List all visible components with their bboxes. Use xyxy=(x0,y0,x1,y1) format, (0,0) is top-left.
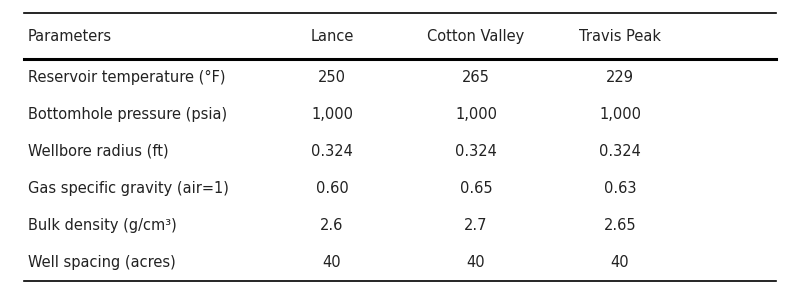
Text: 2.7: 2.7 xyxy=(464,218,488,233)
Text: 40: 40 xyxy=(466,255,486,270)
Text: 0.324: 0.324 xyxy=(311,144,353,159)
Text: 40: 40 xyxy=(322,255,342,270)
Text: 2.65: 2.65 xyxy=(604,218,636,233)
Text: 229: 229 xyxy=(606,70,634,85)
Text: Wellbore radius (ft): Wellbore radius (ft) xyxy=(28,144,169,159)
Text: 1,000: 1,000 xyxy=(599,107,641,122)
Text: 0.324: 0.324 xyxy=(599,144,641,159)
Text: Cotton Valley: Cotton Valley xyxy=(427,29,525,44)
Text: Parameters: Parameters xyxy=(28,29,112,44)
Text: 0.60: 0.60 xyxy=(316,181,348,196)
Text: Lance: Lance xyxy=(310,29,354,44)
Text: 1,000: 1,000 xyxy=(455,107,497,122)
Text: 0.65: 0.65 xyxy=(460,181,492,196)
Text: 40: 40 xyxy=(610,255,630,270)
Text: Well spacing (acres): Well spacing (acres) xyxy=(28,255,176,270)
Text: 0.324: 0.324 xyxy=(455,144,497,159)
Text: Bottomhole pressure (psia): Bottomhole pressure (psia) xyxy=(28,107,227,122)
Text: 250: 250 xyxy=(318,70,346,85)
Text: Reservoir temperature (°F): Reservoir temperature (°F) xyxy=(28,70,226,85)
Text: 0.63: 0.63 xyxy=(604,181,636,196)
Text: Travis Peak: Travis Peak xyxy=(579,29,661,44)
Text: 2.6: 2.6 xyxy=(320,218,344,233)
Text: 1,000: 1,000 xyxy=(311,107,353,122)
Text: Gas specific gravity (air=1): Gas specific gravity (air=1) xyxy=(28,181,229,196)
Text: 265: 265 xyxy=(462,70,490,85)
Text: Bulk density (g/cm³): Bulk density (g/cm³) xyxy=(28,218,177,233)
